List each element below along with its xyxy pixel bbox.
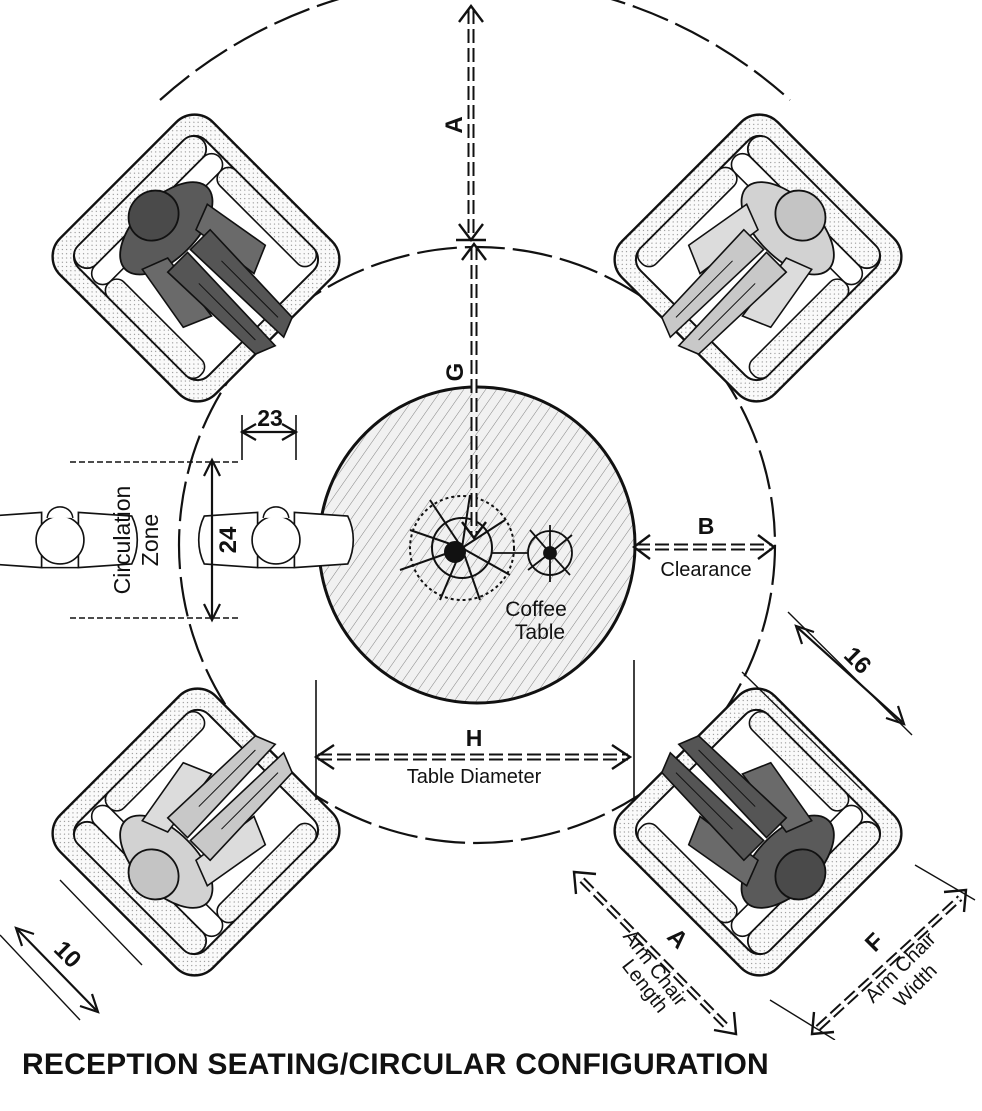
chair-top-left: [40, 102, 358, 420]
diagram-title: RECEPTION SEATING/CIRCULAR CONFIGURATION: [22, 1048, 769, 1081]
dimension-h: [313, 660, 635, 800]
reception-seating-diagram: Coffee Table A G B Clearance H: [0, 0, 976, 1040]
clearance-label: Clearance: [660, 559, 751, 581]
circulation-label: Circulation: [109, 486, 135, 595]
dim-a-top-label: A: [441, 116, 468, 133]
plant-large: [399, 494, 515, 601]
dim-16-label: 16: [838, 642, 876, 680]
dim-h-label: H: [466, 725, 483, 751]
dimension-a-bottom: [572, 870, 738, 1036]
dim-a-bottom-label: A: [662, 923, 693, 954]
dim-24-label: 24: [215, 526, 242, 553]
dim-g-label: G: [442, 363, 469, 382]
dim-23-label: 23: [257, 405, 283, 431]
dim-f-label: F: [860, 928, 889, 957]
coffee-table-label-line2: Table: [515, 621, 565, 644]
outer-dashed-arc: [159, 0, 791, 101]
plant-small: [492, 525, 573, 582]
dimension-10: [0, 879, 143, 1021]
zone-label: Zone: [137, 514, 163, 566]
table-diameter-label: Table Diameter: [407, 766, 542, 788]
dimension-f: [769, 864, 976, 1040]
chair-bottom-left: [40, 670, 358, 988]
dimension-b: [632, 534, 776, 560]
chair-top-right: [596, 102, 914, 420]
circulation-zone-lines: [70, 415, 299, 623]
dim-b-label: B: [698, 513, 715, 539]
coffee-table-label-line1: Coffee: [505, 598, 567, 621]
dimension-g: [461, 242, 487, 540]
coffee-table: Coffee Table: [317, 385, 637, 705]
dimension-a-top: [456, 3, 486, 242]
dimension-16: [741, 611, 913, 791]
